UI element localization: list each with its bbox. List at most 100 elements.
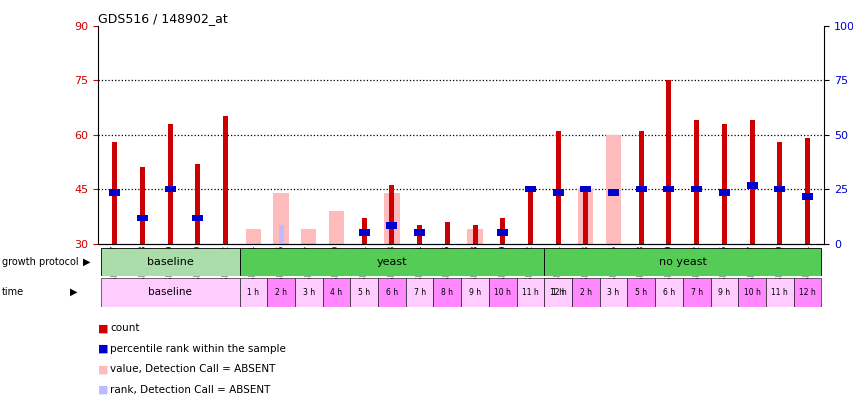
Text: 12 h: 12 h	[549, 288, 566, 297]
Bar	[358, 229, 369, 236]
Text: no yeast: no yeast	[659, 257, 706, 267]
Text: ▶: ▶	[70, 287, 78, 297]
Bar	[444, 222, 450, 244]
Bar	[638, 131, 643, 244]
Bar	[749, 120, 754, 244]
Text: 4 h: 4 h	[330, 288, 342, 297]
Bar	[555, 131, 560, 244]
Bar	[322, 278, 350, 307]
Bar	[414, 229, 425, 236]
Bar	[635, 186, 646, 192]
Bar	[467, 229, 482, 244]
Bar	[378, 278, 405, 307]
Text: ■: ■	[98, 344, 108, 354]
Text: value, Detection Call = ABSENT: value, Detection Call = ABSENT	[110, 364, 276, 375]
Text: 10 h: 10 h	[494, 288, 511, 297]
Bar	[627, 278, 654, 307]
Text: time: time	[2, 287, 24, 297]
Text: GDS516 / 148902_at: GDS516 / 148902_at	[98, 11, 228, 25]
Bar	[165, 186, 176, 192]
Bar	[101, 278, 239, 307]
Bar	[552, 189, 563, 196]
Text: percentile rank within the sample: percentile rank within the sample	[110, 344, 286, 354]
Bar	[384, 193, 399, 244]
Bar	[350, 278, 378, 307]
Bar	[496, 229, 508, 236]
Bar	[665, 80, 670, 244]
Text: 1 h: 1 h	[552, 288, 564, 297]
Bar	[572, 278, 599, 307]
Text: 5 h: 5 h	[357, 288, 370, 297]
Bar	[109, 189, 120, 196]
Bar	[543, 278, 572, 307]
Bar	[239, 248, 543, 276]
Bar	[543, 248, 821, 276]
Bar	[718, 189, 729, 196]
Text: baseline: baseline	[147, 257, 194, 267]
Bar	[278, 225, 283, 244]
Text: count: count	[110, 323, 140, 333]
Bar	[192, 215, 203, 221]
Bar	[792, 278, 821, 307]
Bar	[113, 142, 117, 244]
Bar	[776, 142, 781, 244]
Bar	[239, 278, 267, 307]
Bar	[461, 278, 488, 307]
Text: 7 h: 7 h	[413, 288, 425, 297]
Bar	[386, 222, 397, 228]
Bar	[389, 185, 394, 244]
Bar	[663, 186, 674, 192]
Text: 6 h: 6 h	[662, 288, 674, 297]
Bar	[654, 278, 682, 307]
Bar	[682, 278, 710, 307]
Bar	[580, 186, 590, 192]
Bar	[606, 135, 620, 244]
Text: 3 h: 3 h	[606, 288, 619, 297]
Bar	[599, 278, 627, 307]
Bar	[583, 189, 588, 244]
Text: 2 h: 2 h	[275, 288, 287, 297]
Bar	[267, 278, 294, 307]
Text: ■: ■	[98, 385, 108, 395]
Text: 8 h: 8 h	[441, 288, 453, 297]
Text: 9 h: 9 h	[717, 288, 729, 297]
Bar	[416, 225, 421, 244]
Bar	[527, 189, 532, 244]
Bar	[737, 278, 765, 307]
Text: 10 h: 10 h	[743, 288, 760, 297]
Text: 11 h: 11 h	[521, 288, 538, 297]
Bar	[405, 278, 433, 307]
Text: 6 h: 6 h	[386, 288, 397, 297]
Bar	[167, 124, 172, 244]
Bar	[140, 167, 145, 244]
Text: ■: ■	[98, 323, 108, 333]
Bar	[690, 186, 701, 192]
Bar	[273, 193, 288, 244]
Bar	[246, 229, 261, 244]
Bar	[746, 182, 757, 189]
Bar	[101, 248, 239, 276]
Bar	[543, 278, 572, 307]
Bar	[801, 193, 812, 200]
Text: 7 h: 7 h	[690, 288, 702, 297]
Text: 11 h: 11 h	[770, 288, 787, 297]
Text: 12 h: 12 h	[798, 288, 815, 297]
Bar	[516, 278, 543, 307]
Bar	[433, 278, 461, 307]
Text: ■: ■	[98, 364, 108, 375]
Bar	[472, 225, 477, 244]
Bar	[362, 218, 366, 244]
Text: 3 h: 3 h	[302, 288, 315, 297]
Text: 9 h: 9 h	[468, 288, 480, 297]
Bar	[500, 218, 505, 244]
Text: baseline: baseline	[148, 287, 192, 297]
Bar	[328, 211, 344, 244]
Text: ▶: ▶	[83, 257, 90, 267]
Text: rank, Detection Call = ABSENT: rank, Detection Call = ABSENT	[110, 385, 270, 395]
Bar	[607, 189, 618, 196]
Bar	[488, 278, 516, 307]
Bar	[195, 164, 200, 244]
Text: 5 h: 5 h	[635, 288, 647, 297]
Bar	[223, 116, 228, 244]
Bar	[710, 278, 737, 307]
